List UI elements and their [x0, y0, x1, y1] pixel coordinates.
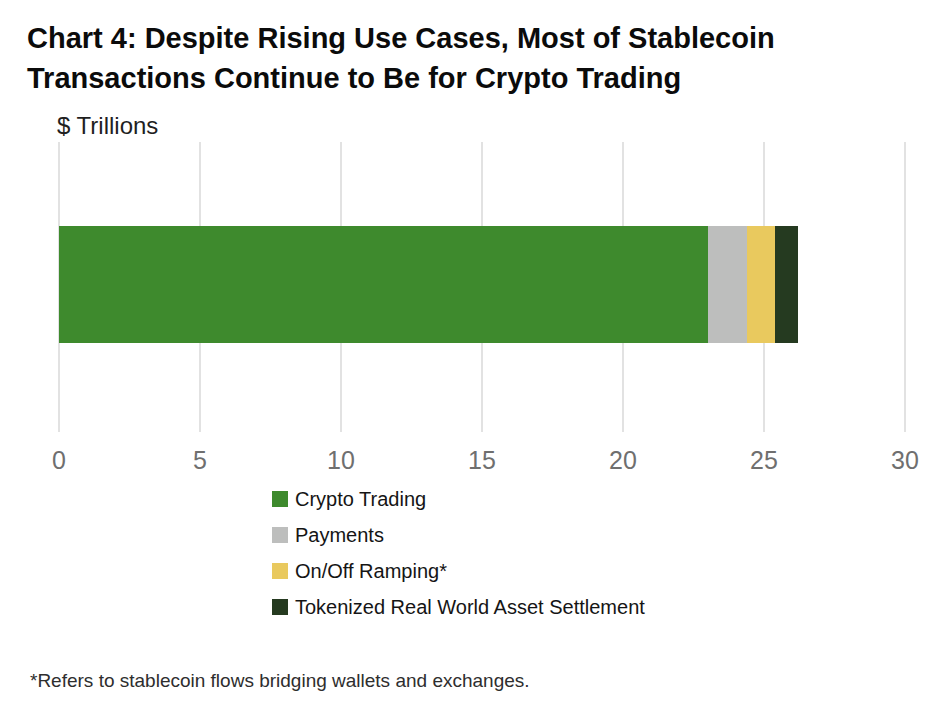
- bar-segment-tokenized-real-world-asset-settlement: [775, 226, 798, 343]
- legend-swatch-tokenized-real-world-asset-settlement: [272, 599, 288, 615]
- chart-title-line1: Chart 4: Despite Rising Use Cases, Most …: [27, 22, 775, 54]
- x-tick-label-15: 15: [468, 446, 496, 475]
- legend-swatch-payments: [272, 527, 288, 543]
- axis-unit-label: $ Trillions: [57, 112, 158, 140]
- x-tick-label-20: 20: [609, 446, 637, 475]
- x-tick-label-25: 25: [750, 446, 778, 475]
- legend: Crypto Trading Payments On/Off Ramping* Tok…: [272, 481, 645, 625]
- bar-segment-on-off-ramping: [747, 226, 775, 343]
- chart-title-line2: Transactions Continue to Be for Crypto T…: [27, 62, 681, 94]
- legend-label-on-off-ramping: On/Off Ramping*: [295, 560, 447, 583]
- legend-swatch-crypto-trading: [272, 491, 288, 507]
- legend-swatch-on-off-ramping: [272, 563, 288, 579]
- legend-item-crypto-trading: Crypto Trading: [272, 481, 645, 517]
- x-tick-label-5: 5: [193, 446, 207, 475]
- x-tick-label-10: 10: [327, 446, 355, 475]
- gridline-30: [904, 142, 906, 432]
- legend-item-on-off-ramping: On/Off Ramping*: [272, 553, 645, 589]
- footnote: *Refers to stablecoin flows bridging wal…: [30, 670, 530, 692]
- x-axis: 051015202530: [59, 446, 905, 480]
- legend-item-payments: Payments: [272, 517, 645, 553]
- chart-title: Chart 4: Despite Rising Use Cases, Most …: [27, 18, 917, 98]
- bar-segment-payments: [708, 226, 747, 343]
- legend-item-tokenized-real-world-asset-settlement: Tokenized Real World Asset Settlement: [272, 589, 645, 625]
- legend-label-payments: Payments: [295, 524, 384, 547]
- plot-area: [59, 142, 905, 432]
- stacked-bar: [59, 226, 798, 343]
- x-tick-label-30: 30: [891, 446, 919, 475]
- legend-label-tokenized-real-world-asset-settlement: Tokenized Real World Asset Settlement: [295, 596, 645, 619]
- bar-segment-crypto-trading: [59, 226, 708, 343]
- x-tick-label-0: 0: [52, 446, 66, 475]
- legend-label-crypto-trading: Crypto Trading: [295, 488, 426, 511]
